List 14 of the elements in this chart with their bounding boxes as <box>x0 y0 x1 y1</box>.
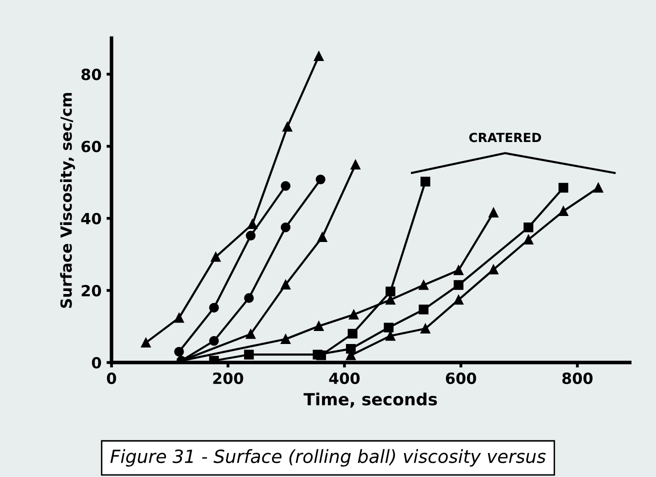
y-tick-label: 80 <box>81 68 102 80</box>
y-tick-label: 60 <box>81 140 102 152</box>
y-axis-title: Surface Viscosity, sec/cm <box>60 92 75 308</box>
y-tick-label: 0 <box>92 356 102 369</box>
x-tick-label: 0 <box>106 372 116 384</box>
annotation: CRATERED <box>469 132 542 142</box>
x-tick-label: 600 <box>446 372 476 384</box>
x-tick-label: 200 <box>213 372 244 384</box>
x-axis-title: Time, seconds <box>304 392 437 408</box>
x-tick-label: 800 <box>562 372 593 384</box>
y-tick-label: 20 <box>82 284 102 296</box>
caption: Figure 31 - Surface (rolling ball) viscosity versus <box>110 449 546 467</box>
y-tick-label: 40 <box>81 212 102 224</box>
x-tick-label: 400 <box>329 372 360 384</box>
